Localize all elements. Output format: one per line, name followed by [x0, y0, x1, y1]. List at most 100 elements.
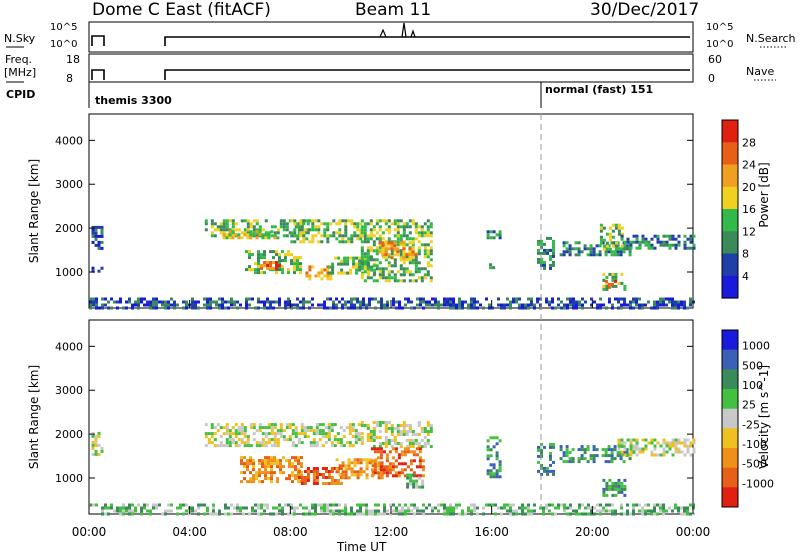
data-cell	[402, 231, 406, 235]
data-cell	[412, 473, 416, 477]
data-cell	[674, 300, 677, 304]
data-cell	[395, 300, 398, 304]
data-cell	[182, 512, 185, 516]
data-cell	[191, 303, 194, 307]
data-cell	[273, 435, 277, 439]
data-cell	[387, 270, 391, 274]
data-cell	[572, 303, 575, 307]
data-cell	[331, 262, 335, 266]
data-cell	[542, 512, 545, 516]
data-cell	[423, 273, 427, 277]
data-cell	[279, 459, 282, 463]
data-cell	[405, 243, 409, 247]
data-cell	[137, 303, 140, 307]
data-cell	[398, 300, 401, 304]
data-cell	[390, 252, 394, 256]
data-cell	[402, 225, 406, 229]
data-cell	[611, 278, 615, 282]
data-cell	[540, 239, 543, 243]
data-cell	[300, 426, 304, 430]
data-cell	[506, 297, 509, 301]
data-cell	[359, 458, 363, 462]
data-cell	[423, 445, 427, 448]
data-cell	[623, 478, 627, 482]
data-cell	[351, 426, 355, 430]
data-cell	[492, 236, 496, 240]
data-cell	[602, 278, 606, 282]
data-cell	[346, 262, 350, 266]
data-cell	[275, 506, 278, 510]
data-cell	[403, 462, 407, 466]
data-cell	[527, 297, 530, 301]
data-cell	[270, 432, 274, 436]
data-cell	[346, 259, 350, 263]
data-cell	[662, 509, 665, 513]
data-cell	[299, 268, 302, 272]
data-cell	[562, 460, 566, 464]
data-cell	[272, 261, 276, 264]
data-cell	[437, 509, 440, 513]
data-cell	[608, 232, 612, 236]
data-cell	[385, 468, 389, 472]
data-cell	[686, 512, 689, 516]
data-cell	[257, 512, 260, 516]
data-cell	[452, 306, 455, 310]
data-cell	[327, 473, 331, 476]
data-cell	[261, 480, 264, 484]
data-cell	[369, 249, 373, 253]
data-cell	[309, 441, 313, 445]
data-cell	[332, 234, 336, 238]
data-cell	[426, 261, 430, 265]
data-cell	[392, 503, 395, 507]
data-cell	[264, 426, 268, 430]
data-cell	[458, 512, 461, 516]
data-cell	[662, 234, 666, 238]
data-cell	[290, 512, 293, 516]
data-cell	[267, 465, 270, 469]
colorbar-tick-label: -100	[742, 438, 767, 451]
data-cell	[137, 306, 140, 310]
data-cell	[324, 432, 328, 436]
data-cell	[599, 503, 602, 507]
data-cell	[577, 457, 581, 461]
data-cell	[632, 300, 635, 304]
data-cell	[489, 230, 493, 234]
data-cell	[243, 426, 247, 430]
data-cell	[686, 246, 690, 250]
data-cell	[362, 303, 365, 307]
data-cell	[486, 233, 490, 237]
data-cell	[662, 297, 665, 301]
data-cell	[586, 253, 590, 257]
data-cell	[131, 303, 134, 307]
data-cell	[261, 432, 265, 436]
data-cell	[680, 450, 684, 454]
data-cell	[408, 231, 412, 235]
data-cell	[276, 228, 280, 232]
data-cell	[381, 253, 385, 257]
data-cell	[420, 279, 424, 283]
data-cell	[425, 506, 428, 510]
data-cell	[336, 438, 340, 442]
data-cell	[300, 225, 304, 229]
data-cell	[449, 300, 452, 304]
data-cell	[443, 303, 446, 307]
data-cell	[300, 456, 303, 460]
data-cell	[296, 303, 299, 307]
data-cell	[311, 225, 315, 229]
data-cell	[270, 234, 274, 238]
data-cell	[452, 509, 455, 513]
data-cell	[173, 303, 176, 307]
data-cell	[248, 256, 251, 260]
data-cell	[659, 297, 662, 301]
data-cell	[297, 480, 300, 484]
data-cell	[329, 222, 333, 226]
data-cell	[506, 303, 509, 307]
data-cell	[213, 426, 217, 430]
data-cell	[252, 480, 255, 484]
data-cell	[400, 468, 404, 472]
data-cell	[420, 228, 424, 232]
data-cell	[101, 506, 104, 510]
data-cell	[626, 503, 629, 507]
data-cell	[95, 300, 98, 304]
data-cell	[602, 284, 606, 288]
